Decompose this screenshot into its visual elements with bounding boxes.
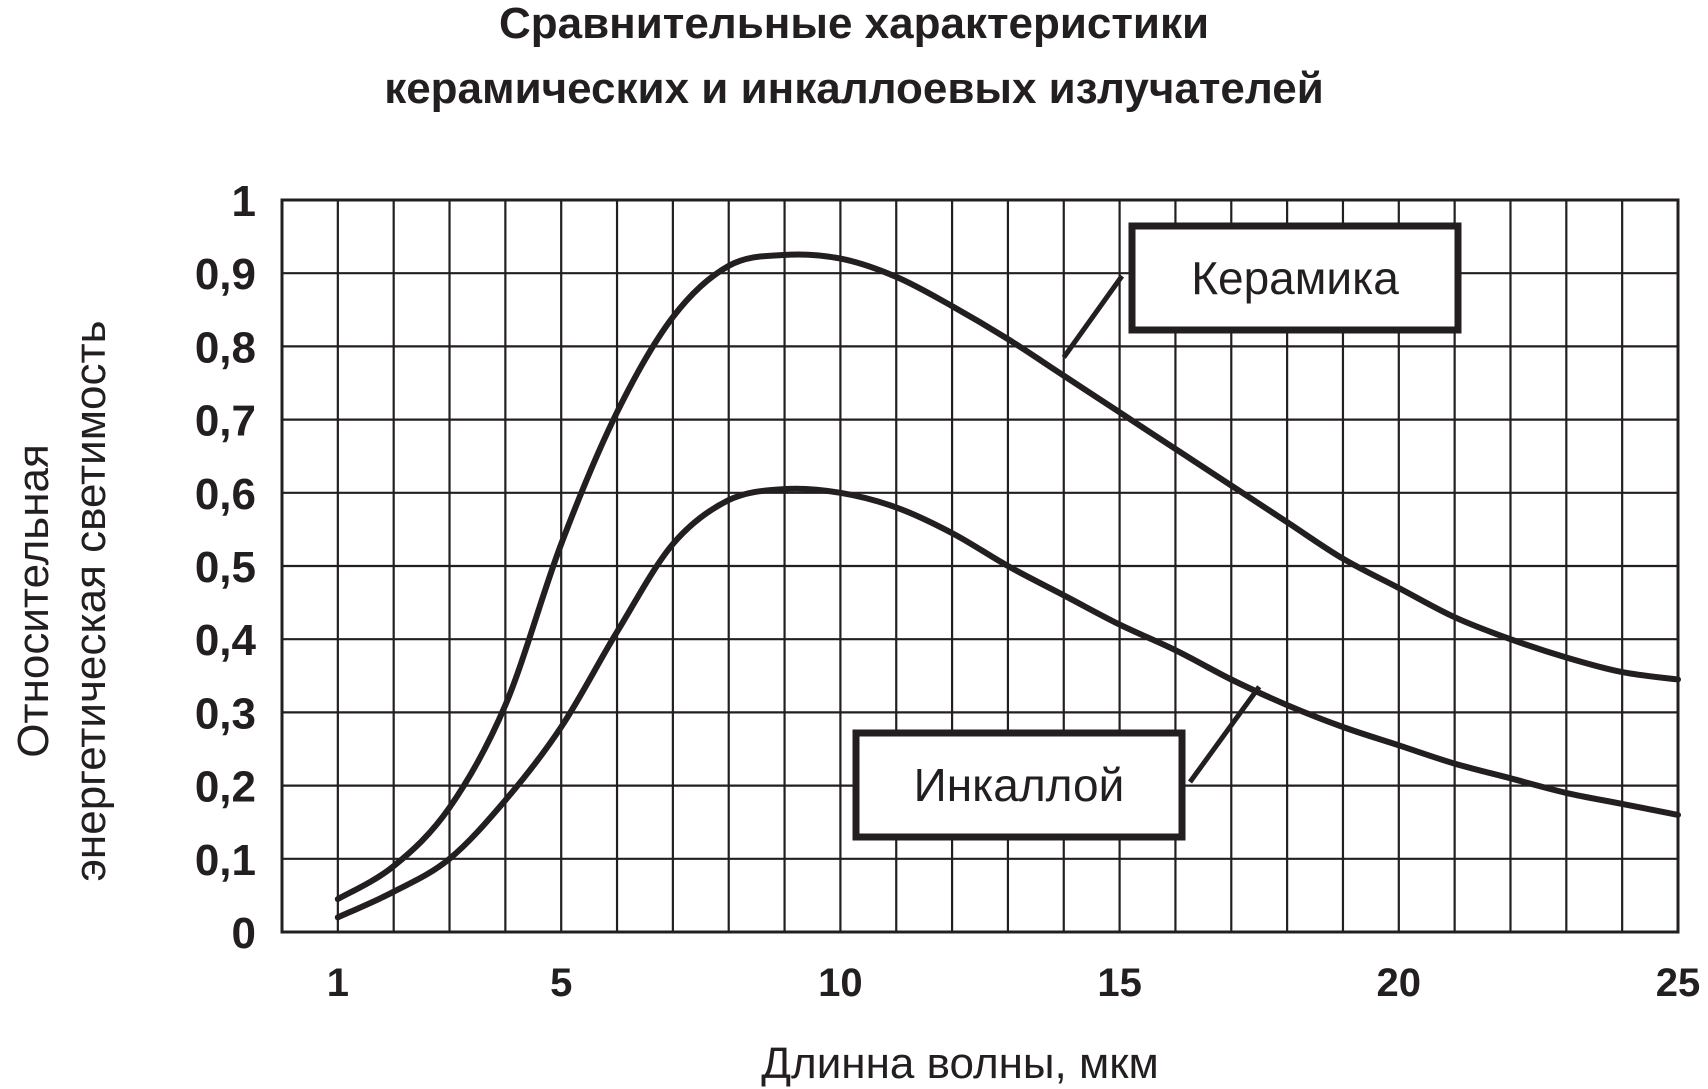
x-tick-label: 20 xyxy=(1377,961,1422,1005)
y-axis-label-line-1: Относительная xyxy=(9,444,58,758)
chart-title-line-1: Сравнительные характеристики xyxy=(499,0,1209,48)
chart-title-line-2: керамических и инкаллоевых излучателей xyxy=(384,64,1324,113)
plot-border xyxy=(280,198,1680,934)
series-label: Керамика xyxy=(1191,252,1399,304)
y-axis-ticks: 0 0,1 0,2 0,3 0,4 0,5 0,6 0,7 0,8 0,9 1 xyxy=(195,177,257,958)
x-tick-label: 25 xyxy=(1656,961,1701,1005)
x-tick-label: 1 xyxy=(327,961,349,1005)
y-tick-label: 0 xyxy=(232,909,256,958)
y-tick-label: 1 xyxy=(232,177,256,226)
y-tick-label: 0,8 xyxy=(195,323,256,372)
y-axis-label-line-2: энергетическая светимость xyxy=(66,320,115,881)
y-tick-label: 0,4 xyxy=(195,616,257,665)
chart-title: Сравнительные характеристики керамически… xyxy=(384,0,1324,113)
x-tick-label: 10 xyxy=(818,961,863,1005)
y-tick-label: 0,7 xyxy=(195,397,256,446)
series-line-1 xyxy=(334,251,1681,903)
series-lines xyxy=(334,251,1681,921)
x-tick-label: 15 xyxy=(1097,961,1142,1005)
callout-box xyxy=(852,729,1186,841)
callout-box xyxy=(1128,222,1462,334)
series-label: Инкаллой xyxy=(914,759,1125,811)
y-tick-label: 0,2 xyxy=(195,763,256,812)
plot-frame xyxy=(280,198,1680,934)
y-tick-label: 0,5 xyxy=(195,543,256,592)
callout-leader-line xyxy=(1187,685,1262,784)
series-callouts: Керамика Инкаллой xyxy=(852,222,1462,841)
callout-leader-line xyxy=(1061,274,1125,359)
y-tick-label: 0,9 xyxy=(195,250,256,299)
x-axis-label: Длинна волны, мкм xyxy=(761,1039,1159,1088)
y-axis-label: Относительная энергетическая светимость xyxy=(9,320,115,881)
series-line-2 xyxy=(334,485,1681,921)
y-tick-label: 0,3 xyxy=(195,689,256,738)
y-tick-label: 0,6 xyxy=(195,470,256,519)
y-tick-label: 0,1 xyxy=(195,836,256,885)
x-axis-ticks: 1 5 10 15 20 25 xyxy=(327,961,1701,1005)
x-tick-label: 5 xyxy=(550,961,572,1005)
